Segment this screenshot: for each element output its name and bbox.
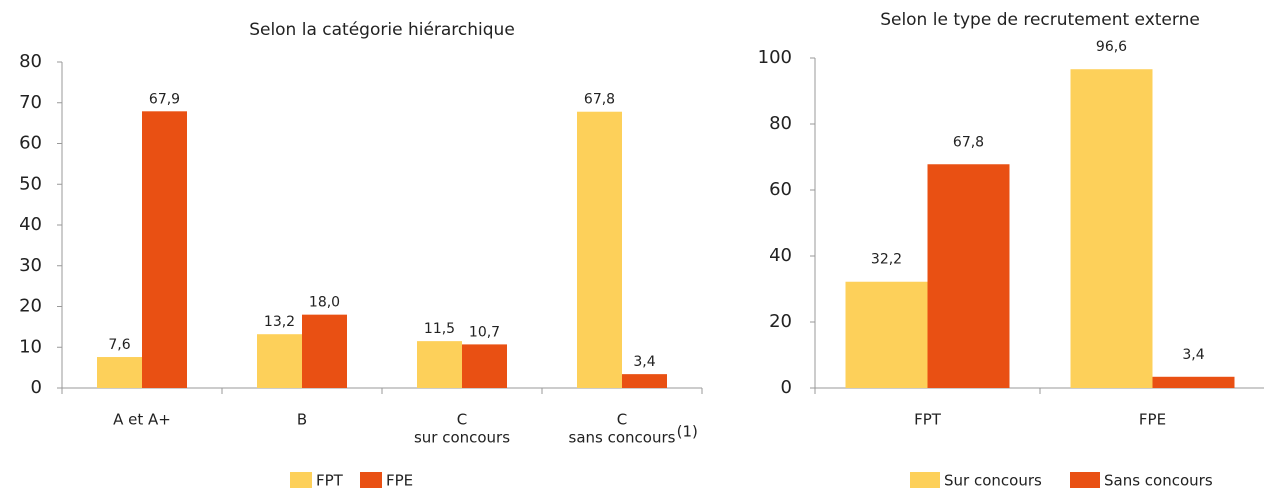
x-tick-label: C — [617, 411, 627, 429]
bar — [417, 341, 462, 388]
y-tick-label: 0 — [31, 377, 42, 398]
y-tick-label: 40 — [19, 214, 42, 235]
x-tick-label: sans concours — [569, 429, 676, 447]
value-label: 67,8 — [584, 92, 615, 108]
bar — [622, 374, 667, 388]
x-tick-label: B — [297, 411, 307, 429]
value-label: 18,0 — [309, 295, 340, 311]
bar — [142, 111, 187, 389]
value-label: 32,2 — [871, 252, 902, 268]
bar — [257, 334, 302, 388]
y-tick-label: 10 — [19, 336, 42, 357]
value-label: 96,6 — [1096, 39, 1127, 55]
x-tick-label: sur concours — [414, 429, 510, 447]
legend-swatch — [290, 472, 312, 488]
value-label: 67,8 — [953, 134, 984, 150]
bar — [577, 111, 622, 388]
legend-label: FPE — [386, 472, 413, 490]
x-tick-label: C — [457, 411, 467, 429]
chart-title: Selon le type de recrutement externe — [880, 10, 1200, 30]
legend-label: FPT — [316, 472, 344, 490]
y-tick-label: 60 — [769, 179, 792, 200]
y-tick-label: 50 — [19, 173, 42, 194]
legend-label: Sur concours — [944, 472, 1042, 490]
value-label: 67,9 — [149, 91, 180, 107]
bar — [1070, 69, 1153, 388]
y-tick-label: 30 — [19, 255, 42, 276]
bar — [97, 357, 142, 388]
value-label: 3,4 — [633, 354, 655, 370]
y-tick-label: 20 — [19, 296, 42, 317]
legend-swatch — [360, 472, 382, 488]
bar — [1152, 376, 1235, 388]
bar — [845, 281, 928, 388]
y-tick-label: 40 — [769, 245, 792, 266]
value-label: 11,5 — [424, 321, 455, 337]
y-tick-label: 80 — [19, 51, 42, 72]
x-tick-label: FPT — [914, 411, 942, 429]
bar — [462, 344, 507, 388]
chart-title: Selon la catégorie hiérarchique — [249, 20, 515, 40]
y-tick-label: 100 — [758, 47, 792, 68]
value-label: 3,4 — [1182, 347, 1204, 363]
legend-swatch — [1070, 472, 1100, 488]
y-tick-label: 70 — [19, 92, 42, 113]
legend-label: Sans concours — [1104, 472, 1213, 490]
legend-swatch — [910, 472, 940, 488]
value-label: 13,2 — [264, 314, 295, 330]
x-tick-note: (1) — [677, 423, 698, 441]
value-label: 7,6 — [108, 337, 130, 353]
y-tick-label: 20 — [769, 311, 792, 332]
bar — [927, 164, 1010, 388]
y-tick-label: 0 — [781, 377, 792, 398]
bar — [302, 314, 347, 388]
x-tick-label: A et A+ — [113, 411, 171, 429]
y-tick-label: 80 — [769, 113, 792, 134]
x-tick-label: FPE — [1139, 411, 1166, 429]
value-label: 10,7 — [469, 324, 500, 340]
y-tick-label: 60 — [19, 133, 42, 154]
